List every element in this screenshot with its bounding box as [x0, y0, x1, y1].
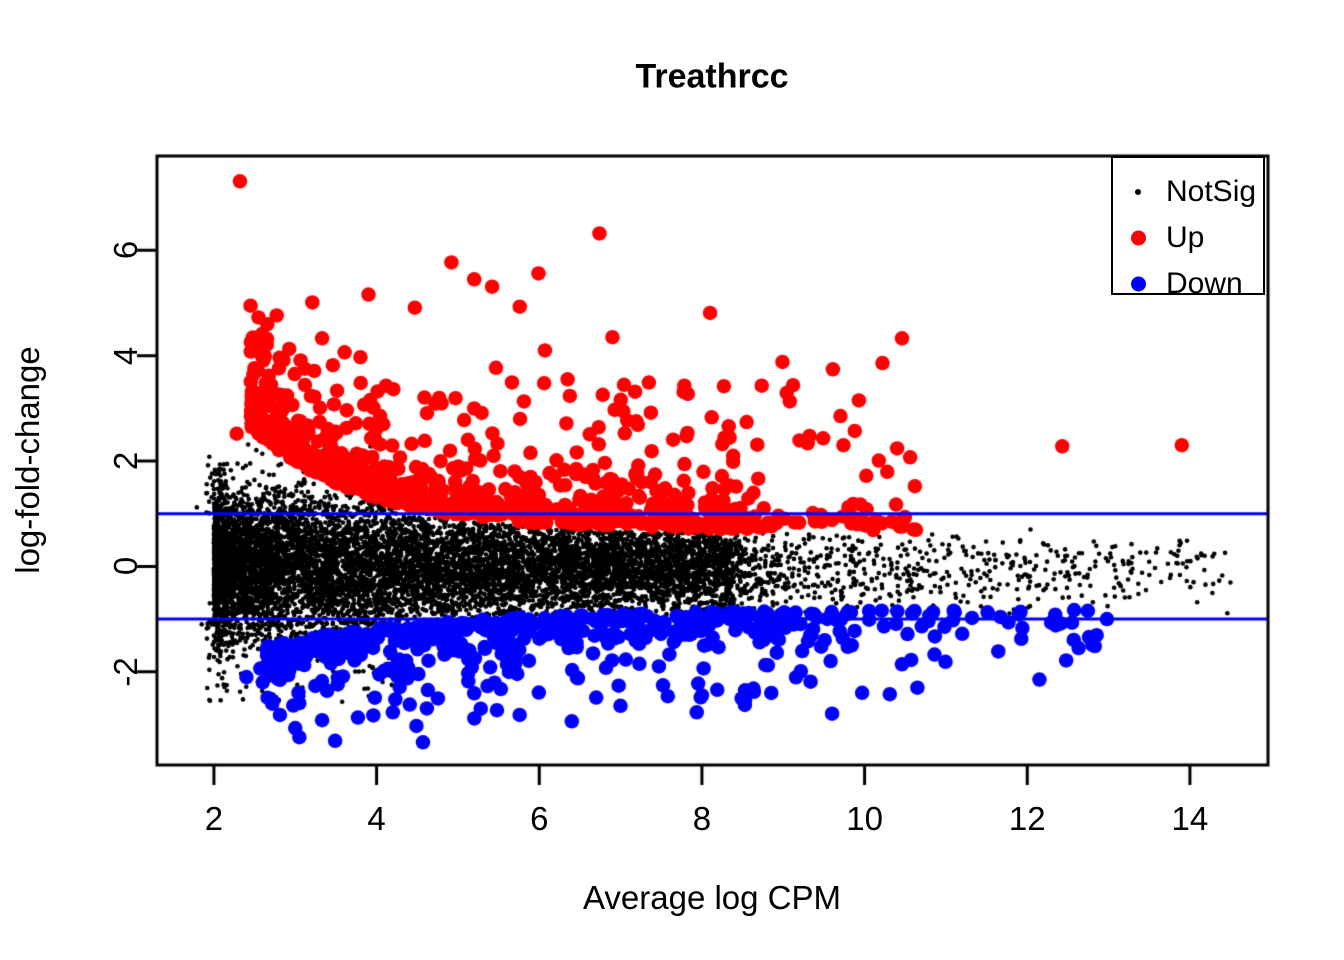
y-axis-label: log-fold-change	[9, 346, 46, 574]
y-tick-label: 6	[107, 241, 144, 260]
x-tick-label: 8	[692, 800, 712, 837]
x-tick-label: 14	[1171, 800, 1209, 837]
x-tick-label: 2	[204, 800, 224, 837]
y-tick-label: 0	[107, 557, 144, 576]
x-axis-label: Average log CPM	[582, 879, 842, 916]
x-tick-label: 12	[1008, 800, 1046, 837]
x-tick-label: 4	[367, 800, 386, 837]
legend-label: Up	[1166, 221, 1205, 254]
down-dot-icon	[1130, 276, 1146, 292]
up-dot-icon	[1130, 230, 1146, 246]
notsig-dot-icon	[1135, 189, 1141, 195]
chart-title: Treathrcc	[635, 57, 789, 96]
x-tick-label: 10	[846, 800, 883, 837]
y-tick-label: 4	[107, 346, 144, 365]
legend-row-down: Down	[1113, 267, 1263, 301]
legend-label: NotSig	[1166, 175, 1257, 208]
legend: NotSig Up Down	[1111, 156, 1265, 300]
x-tick-label: 6	[530, 800, 549, 837]
legend-row-up: Up	[1113, 221, 1263, 255]
legend-row-notsig: NotSig	[1113, 175, 1263, 209]
legend-label: Down	[1166, 267, 1243, 300]
y-tick-label: -2	[107, 657, 144, 687]
y-tick-label: 2	[107, 451, 144, 471]
